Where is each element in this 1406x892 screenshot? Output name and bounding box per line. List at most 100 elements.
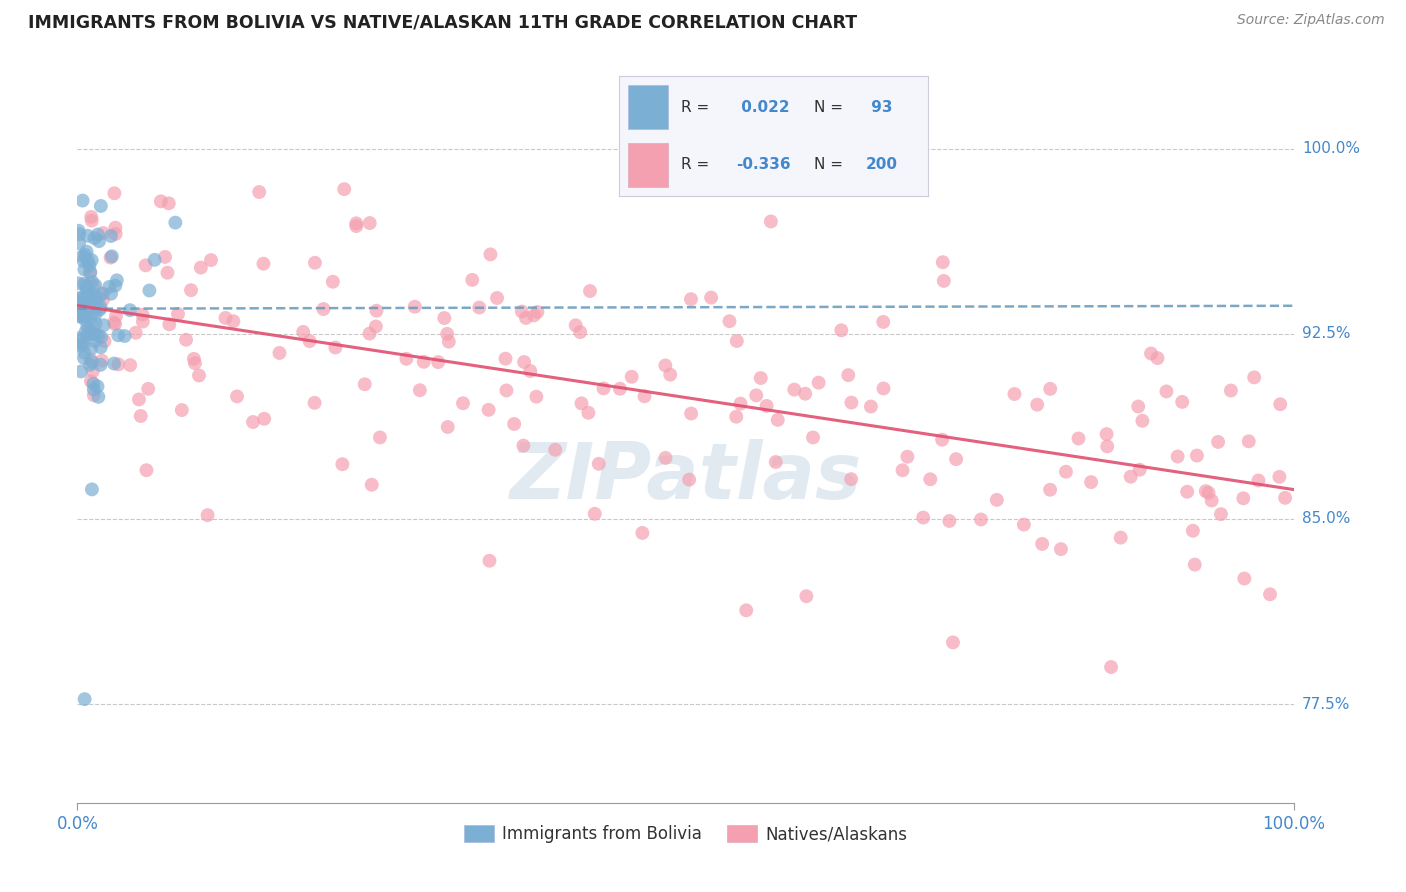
Point — [167, 307, 190, 321]
Text: 200: 200 — [866, 157, 898, 172]
Point — [783, 383, 806, 397]
Point — [87, 291, 110, 305]
Point — [495, 384, 517, 398]
Point — [360, 477, 382, 491]
Point — [344, 219, 367, 233]
Point — [725, 334, 748, 348]
Point — [80, 213, 103, 227]
Point — [807, 376, 830, 390]
Point — [90, 199, 112, 213]
Point — [70, 339, 93, 353]
Point — [503, 417, 526, 431]
Point — [83, 383, 105, 397]
Point — [91, 226, 114, 240]
Point — [73, 310, 96, 324]
Point — [1219, 384, 1241, 398]
Point — [174, 333, 197, 347]
Point — [945, 452, 967, 467]
Point — [1080, 475, 1102, 489]
Point — [1119, 469, 1142, 483]
Point — [252, 257, 274, 271]
Point — [1181, 524, 1204, 538]
Point — [478, 402, 501, 417]
FancyBboxPatch shape — [628, 86, 668, 128]
Point — [156, 266, 179, 280]
Point — [93, 318, 115, 333]
Point — [73, 254, 96, 268]
Point — [312, 301, 335, 316]
Point — [1232, 491, 1254, 506]
Point — [76, 283, 98, 297]
Point — [67, 331, 90, 345]
Point — [76, 281, 98, 295]
Point — [735, 603, 758, 617]
Point — [1050, 542, 1073, 557]
Point — [67, 224, 90, 238]
Point — [76, 244, 98, 259]
Point — [82, 306, 104, 320]
Point — [86, 328, 108, 343]
Point — [79, 265, 101, 279]
Point — [90, 301, 112, 315]
Point — [839, 472, 862, 486]
Point — [986, 492, 1008, 507]
Point — [659, 368, 682, 382]
Point — [69, 309, 91, 323]
Point — [76, 253, 98, 268]
Point — [1031, 537, 1053, 551]
Point — [938, 514, 960, 528]
Point — [801, 430, 824, 444]
Point — [76, 304, 98, 318]
Point — [69, 301, 91, 316]
Point — [942, 635, 965, 649]
Point — [75, 296, 97, 310]
Point — [104, 227, 127, 241]
Point — [891, 463, 914, 477]
Point — [188, 368, 211, 383]
Point — [153, 250, 176, 264]
Point — [214, 310, 236, 325]
Point — [583, 507, 606, 521]
Point — [1184, 558, 1206, 572]
Point — [103, 316, 125, 330]
Point — [461, 273, 484, 287]
Point — [468, 301, 491, 315]
Point — [157, 318, 180, 332]
Point — [1012, 517, 1035, 532]
Point — [79, 327, 101, 342]
Point — [84, 278, 107, 293]
Point — [90, 330, 112, 344]
Point — [1233, 572, 1256, 586]
Point — [76, 326, 98, 341]
Point — [67, 295, 90, 310]
Point — [1268, 470, 1291, 484]
Point — [222, 314, 245, 328]
Point — [1129, 463, 1152, 477]
Text: N =: N = — [814, 157, 842, 172]
Point — [129, 409, 152, 423]
Point — [766, 413, 789, 427]
Point — [73, 351, 96, 365]
Point — [90, 340, 112, 354]
Point — [1140, 346, 1163, 360]
Point — [304, 396, 326, 410]
Point — [830, 323, 852, 337]
Point — [190, 260, 212, 275]
Point — [292, 325, 315, 339]
Text: IMMIGRANTS FROM BOLIVIA VS NATIVE/ALASKAN 11TH GRADE CORRELATION CHART: IMMIGRANTS FROM BOLIVIA VS NATIVE/ALASKA… — [28, 13, 858, 31]
Text: -0.336: -0.336 — [737, 157, 790, 172]
Point — [576, 406, 599, 420]
Point — [253, 411, 276, 425]
Point — [359, 326, 381, 341]
Point — [932, 274, 955, 288]
Point — [73, 277, 96, 291]
Point — [344, 216, 367, 230]
Legend: Immigrants from Bolivia, Natives/Alaskans: Immigrants from Bolivia, Natives/Alaskan… — [457, 819, 914, 850]
Point — [120, 358, 142, 372]
Point — [325, 341, 347, 355]
Point — [242, 415, 264, 429]
Point — [136, 382, 159, 396]
Point — [87, 227, 110, 242]
Point — [725, 409, 748, 424]
Point — [80, 293, 103, 307]
